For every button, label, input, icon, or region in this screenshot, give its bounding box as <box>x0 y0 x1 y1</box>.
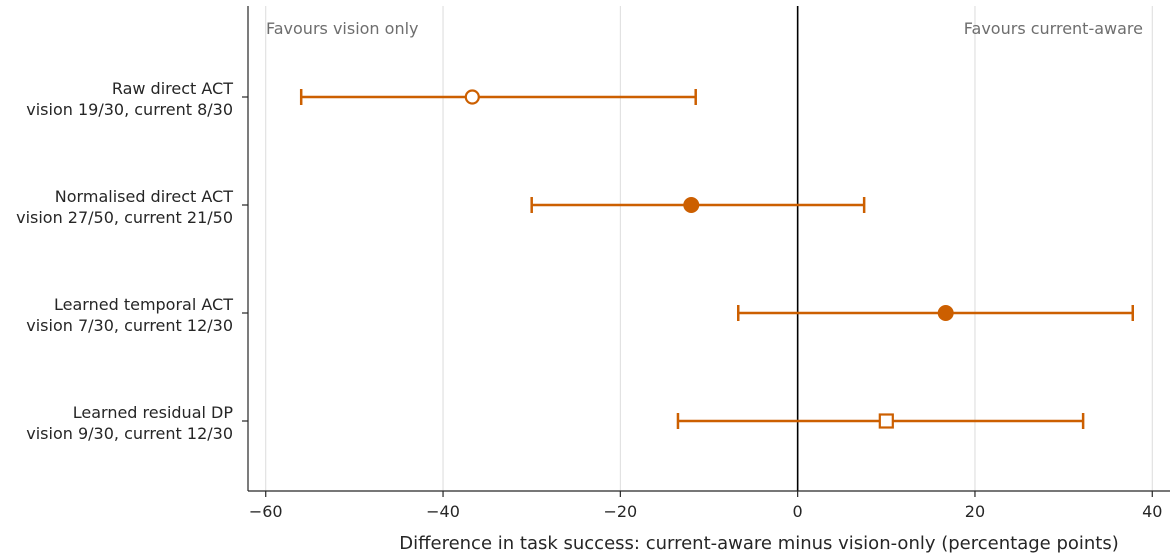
x-tick-label: −20 <box>603 502 637 521</box>
estimate-row: Raw direct ACT vision 19/30, current 8/30 <box>26 79 697 119</box>
point-estimate-marker <box>683 197 700 213</box>
annotation-favours-vision: Favours vision only <box>266 19 419 38</box>
row-label-counts: vision 7/30, current 12/30 <box>26 316 233 335</box>
row-label-title: Normalised direct ACT <box>55 187 233 206</box>
row-label-title: Learned residual DP <box>73 403 234 422</box>
annotation-favours-current: Favours current-aware <box>964 19 1143 38</box>
point-estimate-marker <box>878 413 894 429</box>
row-label-title: Learned temporal ACT <box>54 295 233 314</box>
row-label-title: Raw direct ACT <box>112 79 233 98</box>
point-estimate-marker <box>937 305 954 321</box>
estimate-row: Learned temporal ACT vision 7/30, current… <box>26 295 1135 335</box>
x-tick-label: −40 <box>426 502 460 521</box>
point-estimate-marker <box>464 89 480 105</box>
x-tick-label: 20 <box>965 502 985 521</box>
x-tick-label: −60 <box>249 502 283 521</box>
estimate-rows: Raw direct ACT vision 19/30, current 8/30… <box>16 79 1135 443</box>
x-tick-label: 0 <box>793 502 803 521</box>
x-axis-title: Difference in task success: current-awar… <box>399 533 1119 554</box>
estimate-row: Normalised direct ACT vision 27/50, curre… <box>16 187 866 227</box>
grid-lines <box>265 6 1153 491</box>
estimate-row: Learned residual DP vision 9/30, current … <box>26 403 1085 443</box>
row-label-counts: vision 19/30, current 8/30 <box>26 100 233 119</box>
axes: −60 −40 −20 0 20 40 <box>247 6 1170 521</box>
row-label-counts: vision 27/50, current 21/50 <box>16 208 233 227</box>
x-tick-label: 40 <box>1142 502 1162 521</box>
row-label-counts: vision 9/30, current 12/30 <box>26 424 233 443</box>
